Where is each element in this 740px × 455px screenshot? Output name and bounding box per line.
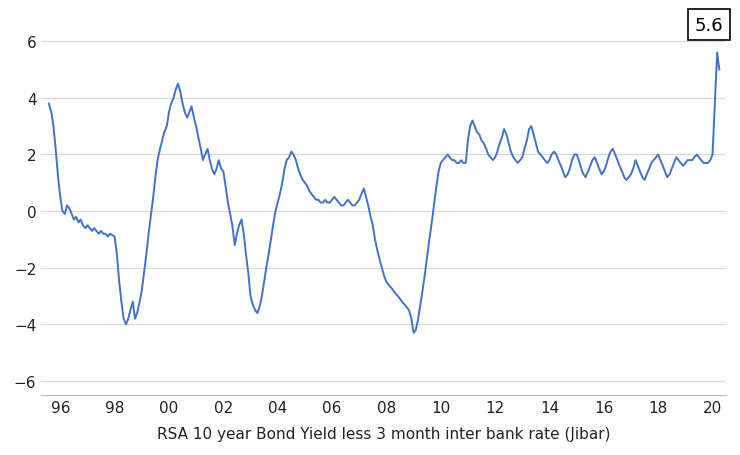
Text: 5.6: 5.6 (695, 17, 723, 35)
X-axis label: RSA 10 year Bond Yield less 3 month inter bank rate (Jibar): RSA 10 year Bond Yield less 3 month inte… (157, 426, 610, 441)
